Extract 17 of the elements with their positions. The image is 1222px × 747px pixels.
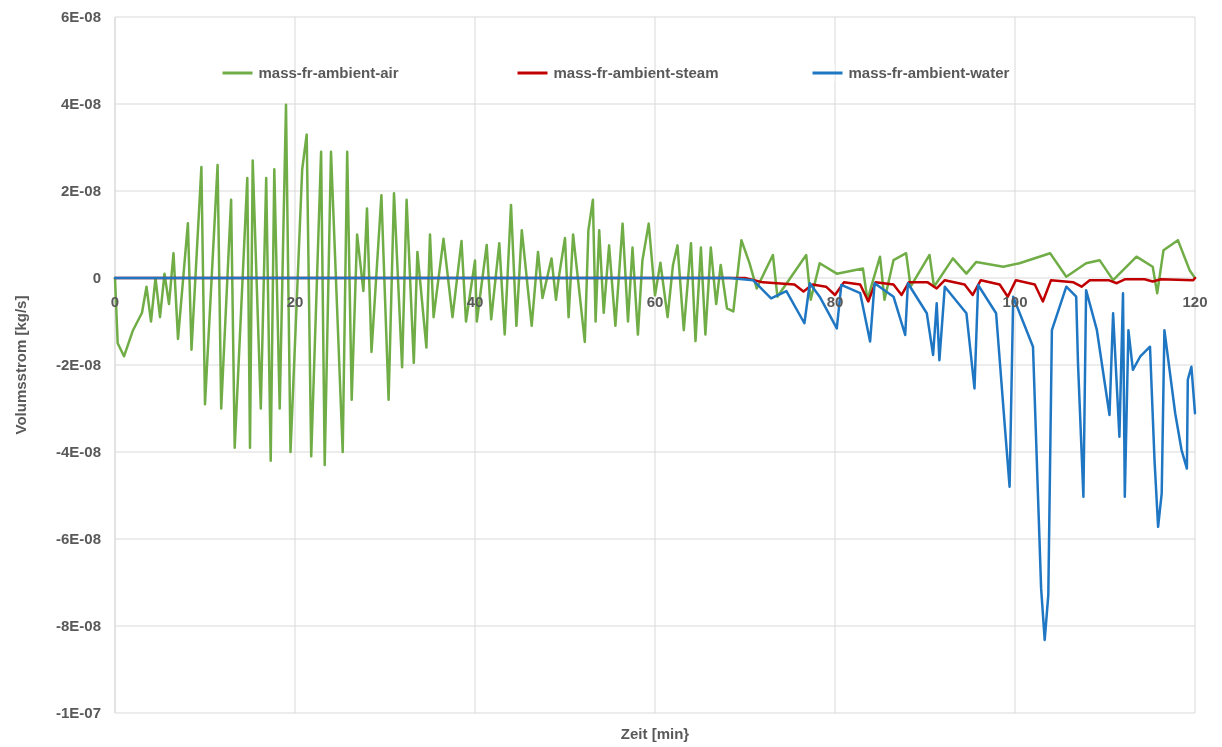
legend-label: mass-fr-ambient-water [848,64,1010,82]
y-tick-label: 6E-08 [60,8,101,26]
y-tick-label: -4E-08 [55,443,101,461]
y-tick-label: 2E-08 [60,182,101,200]
y-tick-label: -8E-08 [55,617,101,635]
x-tick-label: 40 [466,293,484,310]
y-tick-label: 4E-08 [60,95,101,113]
y-tick-label: -1E-07 [55,704,101,722]
y-axis-title: Volumsstrom [kg/s] [12,295,29,435]
y-tick-label: -6E-08 [55,530,101,548]
x-tick-label: 120 [1182,293,1208,310]
y-tick-label: 0 [92,269,101,287]
y-tick-label: -2E-08 [55,356,101,374]
x-tick-label: 60 [646,293,664,310]
legend-label: mass-fr-ambient-steam [553,64,719,82]
x-axis-title: Zeit [min} [620,725,690,742]
legend-label: mass-fr-ambient-air [258,64,399,82]
